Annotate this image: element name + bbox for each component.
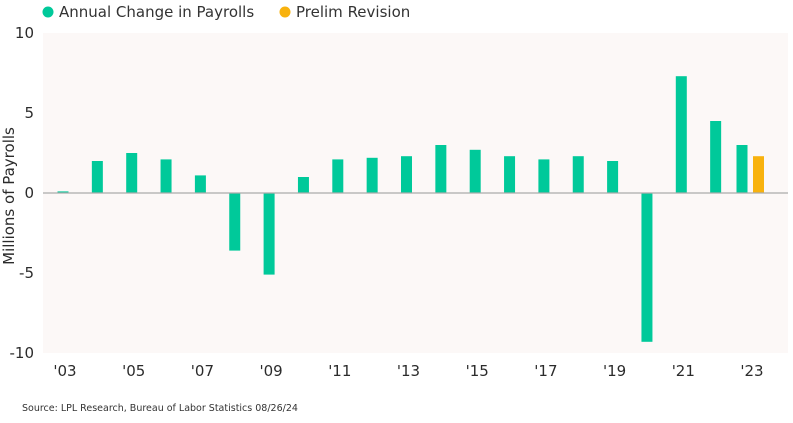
y-tick-label: 5	[24, 104, 34, 122]
x-tick-label: '09	[259, 362, 282, 380]
x-tick-label: '21	[672, 362, 695, 380]
legend-label: Annual Change in Payrolls	[59, 3, 254, 21]
y-tick-label: 0	[24, 184, 34, 202]
bar-annual-change	[675, 76, 687, 193]
bar-annual-change	[126, 153, 138, 193]
y-tick-label: -5	[19, 264, 34, 282]
bar-annual-change	[332, 159, 344, 193]
legend: Annual Change in Payrolls Prelim Revision	[42, 3, 410, 21]
y-tick-label: -10	[10, 344, 35, 362]
bar-annual-change	[504, 156, 516, 193]
legend-marker-icon	[42, 6, 54, 18]
bar-annual-change	[641, 193, 653, 342]
x-tick-label: '05	[122, 362, 145, 380]
x-tick-label: '23	[740, 362, 763, 380]
bar-annual-change	[91, 161, 103, 193]
bar-annual-change	[401, 156, 412, 193]
bar-annual-change	[710, 121, 722, 193]
x-tick-label: '13	[397, 362, 420, 380]
x-tick-label: '03	[53, 362, 76, 380]
y-axis-title: Millions of Payrolls	[0, 127, 18, 265]
x-axis: '03 '05 '07 '09 '11 '13 '15 '17 '19 '21 '23	[53, 362, 763, 380]
bar-annual-change	[572, 156, 584, 193]
x-tick-label: '11	[328, 362, 351, 380]
bar-annual-change	[366, 157, 378, 193]
bar-annual-change	[607, 161, 619, 193]
bar-annual-change	[57, 191, 69, 193]
x-tick-label: '15	[466, 362, 489, 380]
bar-annual-change	[297, 177, 309, 193]
bar-annual-change	[538, 159, 550, 193]
y-axis: 10 5 0 -5 -10	[10, 24, 35, 362]
legend-marker-icon	[279, 6, 291, 18]
bar-annual-change	[469, 149, 481, 193]
bar-annual-change	[263, 193, 275, 275]
legend-item: Prelim Revision	[279, 3, 410, 21]
legend-label: Prelim Revision	[296, 3, 410, 21]
bar-annual-change	[435, 145, 447, 193]
x-tick-label: '17	[534, 362, 557, 380]
x-tick-label: '07	[191, 362, 214, 380]
bar-annual-change	[160, 159, 172, 193]
bar-annual-change	[194, 175, 206, 193]
legend-item: Annual Change in Payrolls	[42, 3, 254, 21]
y-tick-label: 10	[15, 24, 34, 42]
bars	[57, 76, 764, 342]
bar-prelim-revision	[753, 156, 764, 193]
source-note: Source: LPL Research, Bureau of Labor St…	[22, 403, 298, 414]
bar-annual-change	[229, 193, 241, 251]
bar-annual-change	[736, 145, 748, 193]
x-tick-label: '19	[603, 362, 626, 380]
